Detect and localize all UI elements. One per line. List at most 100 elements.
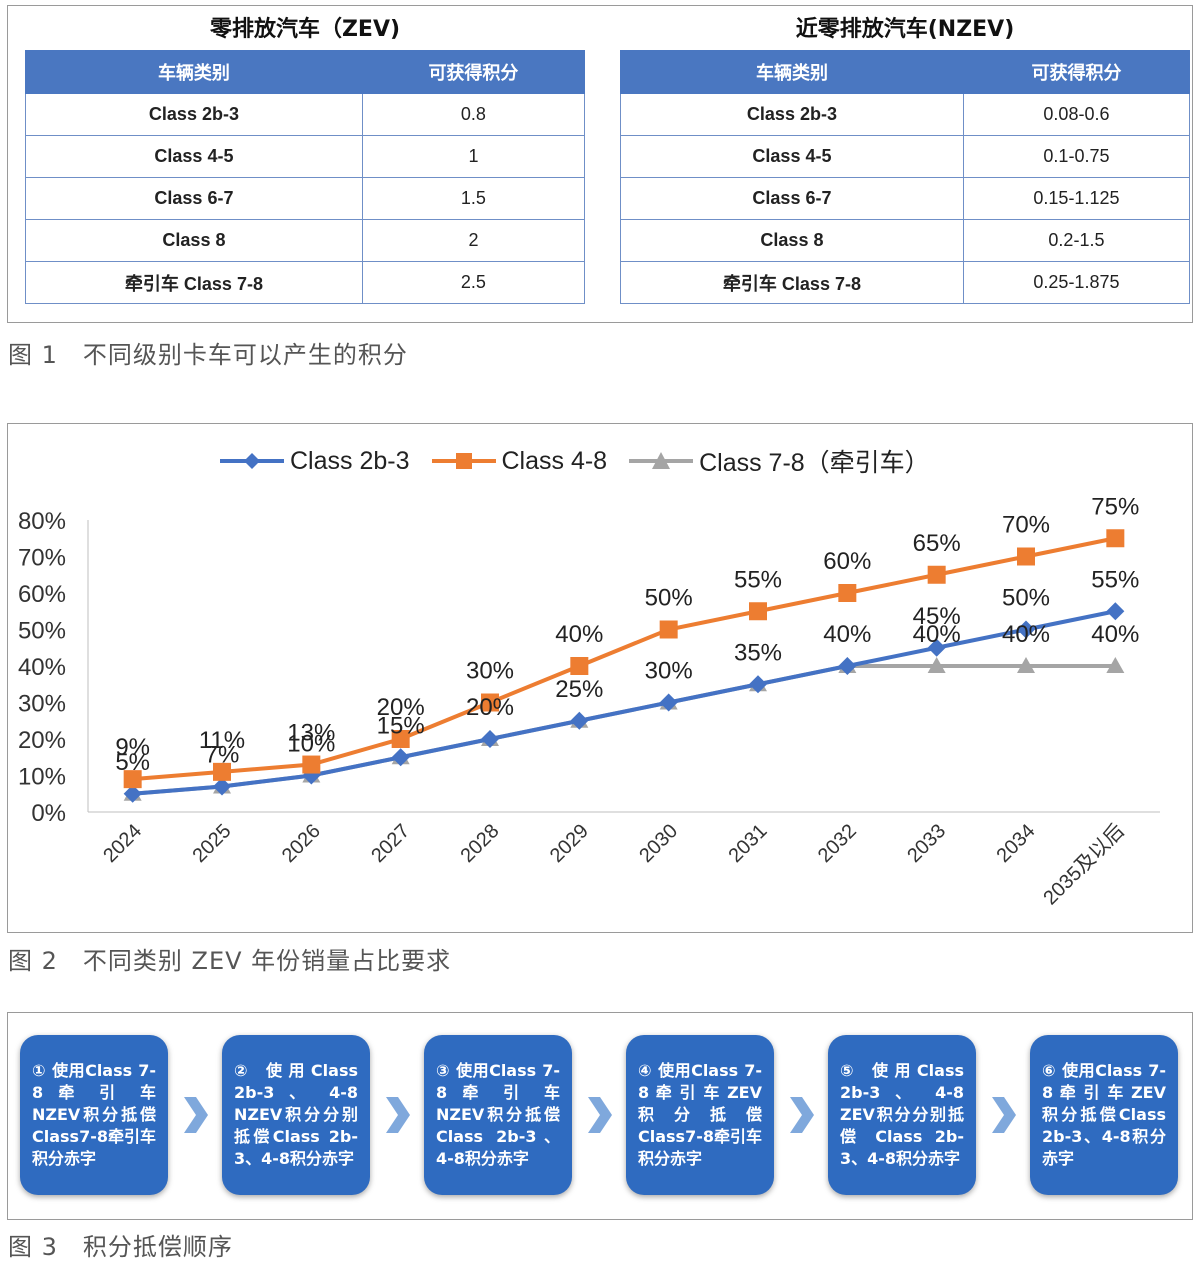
- data-label: 40%: [823, 621, 871, 648]
- y-tick-label: 20%: [18, 727, 66, 754]
- x-tick-label: 2025: [189, 820, 236, 867]
- zev-cell-category: 牵引车 Class 7-8: [25, 261, 363, 304]
- data-point: [927, 657, 946, 673]
- figure1-caption: 图 1 不同级别卡车可以产生的积分: [8, 341, 408, 369]
- y-tick-label: 10%: [18, 764, 66, 791]
- flow-step-5: ⑤ 使用Class 2b-3 、 4-8 ZEV积分分别抵 偿 Class 2b…: [828, 1035, 976, 1195]
- data-label: 55%: [1091, 566, 1139, 593]
- triangle-marker-icon: [629, 452, 694, 469]
- data-label: 7%: [205, 741, 240, 768]
- x-tick-label: 2031: [725, 820, 772, 867]
- flow-step-text: ④ 使用Class 7-8 牵 引 车 ZEV积分抵偿Class7-8牵引车积分…: [638, 1061, 762, 1168]
- nzev-cell-category: 牵引车 Class 7-8: [620, 261, 964, 304]
- data-label: 11%: [199, 727, 245, 754]
- data-label: 40%: [913, 621, 961, 648]
- y-tick-label: 50%: [18, 618, 66, 645]
- nzev-table-title: 近零排放汽车(NZEV): [795, 17, 1015, 42]
- data-point: [481, 693, 499, 712]
- data-point: [659, 693, 678, 712]
- data-label: 50%: [645, 585, 693, 612]
- flow-step-text: ⑤ 使用Class 2b-3 、 4-8 ZEV积分分别抵 偿 Class 2b…: [840, 1061, 964, 1168]
- chevron-right-icon: [386, 1097, 410, 1133]
- chevron-right-icon: [992, 1097, 1016, 1133]
- series-line: [132, 664, 1116, 796]
- x-tick-label: 2032: [814, 820, 861, 867]
- x-tick-label: 2035及以后: [1039, 819, 1129, 909]
- x-tick-label: 2033: [903, 820, 950, 867]
- legend-item-2b3: Class 2b-3: [220, 447, 410, 476]
- data-point: [1017, 620, 1035, 639]
- x-tick-label: 2027: [367, 820, 414, 867]
- zev-cell-credit: 0.8: [361, 93, 586, 136]
- data-label: 70%: [1002, 512, 1050, 539]
- chevron-right-icon: [588, 1097, 612, 1133]
- nzev-cell-credit: 0.15-1.125: [962, 177, 1191, 220]
- data-label: 9%: [115, 734, 150, 761]
- nzev-cell-category: Class 6-7: [620, 177, 964, 220]
- data-point: [1106, 529, 1125, 548]
- nzev-cell-category: Class 4-5: [620, 135, 964, 178]
- data-label: 50%: [1002, 585, 1050, 612]
- chevron-right-icon: [184, 1097, 208, 1133]
- flow-step-text: ① 使用Class 7-8 牵 引 车 NZEV积分抵偿Class7-8牵引车积…: [32, 1061, 156, 1168]
- table-row: 牵引车 Class 7-8 0.25-1.875: [620, 261, 1191, 304]
- data-point: [749, 602, 767, 621]
- data-point: [1106, 657, 1125, 673]
- series-line: [132, 536, 1116, 782]
- data-label: 40%: [1091, 621, 1139, 648]
- nzev-cell-category: Class 2b-3: [620, 93, 964, 136]
- data-point: [659, 620, 678, 639]
- flow-step-1: ① 使用Class 7-8 牵 引 车 NZEV积分抵偿Class7-8牵引车积…: [20, 1035, 168, 1195]
- data-point: [838, 584, 857, 602]
- table-row: Class 2b-3 0.8: [25, 93, 586, 136]
- data-point: [123, 784, 142, 803]
- zev-credit-table: 车辆类别 可获得积分 Class 2b-3 0.8 Class 4-5 1 Clas…: [25, 50, 586, 304]
- series-line: [132, 609, 1116, 796]
- data-label: 30%: [645, 658, 693, 685]
- data-label: 30%: [466, 658, 514, 685]
- data-point: [1017, 547, 1035, 566]
- square-marker-icon: [431, 453, 496, 469]
- y-tick-label: 60%: [18, 581, 66, 608]
- data-label: 65%: [913, 530, 961, 557]
- diamond-marker-icon: [220, 453, 284, 469]
- zev-cell-credit: 1.5: [361, 177, 586, 220]
- legend-label: Class 4-8: [501, 446, 608, 475]
- zev-cell-credit: 2: [361, 219, 586, 262]
- x-tick-label: 2028: [457, 820, 504, 867]
- x-tick-label: 2034: [993, 820, 1040, 867]
- nzev-credit-table: 车辆类别 可获得积分 Class 2b-3 0.08-0.6 Class 4-5 0…: [620, 50, 1191, 304]
- data-point: [838, 657, 857, 675]
- legend-label: Class 7-8（牵引车）: [699, 449, 930, 477]
- figure2-caption: 图 2 不同类别 ZEV 年份销量占比要求: [8, 947, 452, 975]
- flow-step-text: ② 使用Class 2b-3 、 4-8 NZEV积分分别抵偿Class 2b-…: [234, 1061, 358, 1168]
- nzev-cell-credit: 0.1-0.75: [962, 135, 1191, 178]
- data-point: [302, 755, 321, 774]
- data-label: 5%: [115, 749, 150, 776]
- x-tick-label: 2030: [635, 820, 682, 867]
- data-label: 75%: [1091, 493, 1139, 520]
- table-row: 牵引车 Class 7-8 2.5: [25, 261, 586, 304]
- table-row: Class 8 0.2-1.5: [620, 219, 1191, 262]
- offset-order-flow: ① 使用Class 7-8 牵 引 车 NZEV积分抵偿Class7-8牵引车积…: [20, 1035, 1180, 1195]
- data-point: [927, 638, 946, 657]
- legend-item-4-8: Class 4-8: [431, 446, 608, 476]
- x-tick-label: 2026: [278, 820, 325, 867]
- table-row: Class 4-5 1: [25, 135, 586, 178]
- figure2-frame: [7, 423, 1193, 933]
- data-label: 25%: [555, 676, 603, 703]
- figure3-caption: 图 3 积分抵偿顺序: [8, 1233, 233, 1261]
- data-point: [570, 711, 589, 730]
- data-point: [213, 762, 231, 781]
- legend-label: Class 2b-3: [290, 446, 410, 475]
- data-label: 15%: [377, 712, 425, 739]
- table-row: Class 6-7 0.15-1.125: [620, 177, 1191, 220]
- data-point: [391, 748, 410, 767]
- data-point: [927, 565, 946, 584]
- flow-step-2: ② 使用Class 2b-3 、 4-8 NZEV积分分别抵偿Class 2b-…: [222, 1035, 370, 1195]
- data-point: [213, 777, 231, 796]
- nzev-cell-credit: 0.08-0.6: [962, 93, 1191, 136]
- flow-step-text: ③ 使用Class 7-8 牵 引 车 NZEV积分抵偿Class 2b-3、4…: [436, 1061, 560, 1168]
- chart-legend: Class 2b-3 Class 4-8 Class 7-8（牵引车）: [220, 443, 930, 479]
